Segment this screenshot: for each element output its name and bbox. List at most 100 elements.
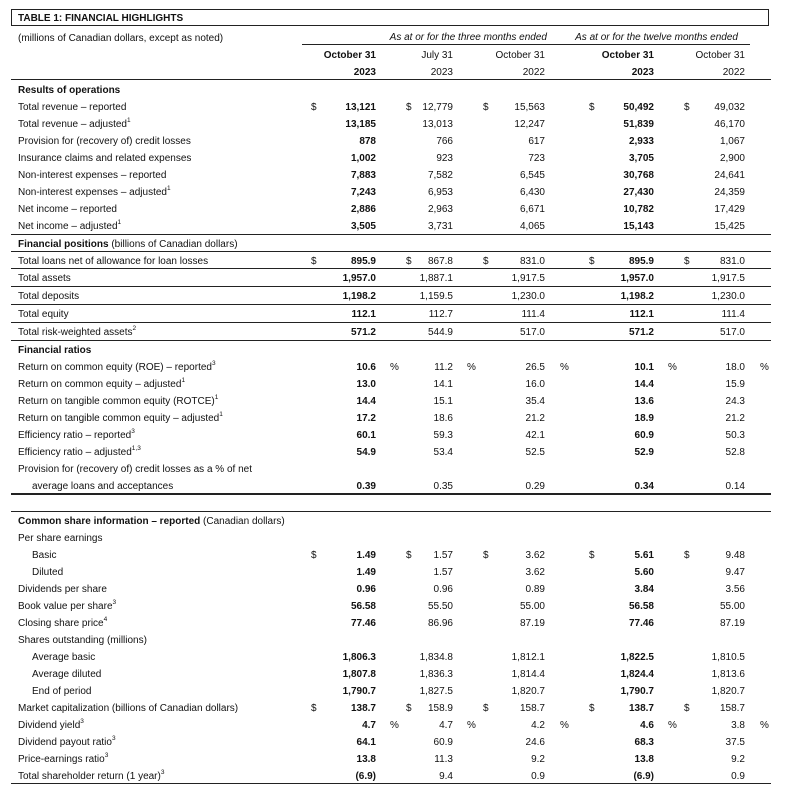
- cell-value: 42.1: [525, 430, 545, 441]
- cell-value: 1,917.5: [511, 273, 545, 284]
- row-label-text: Price-earnings ratio: [18, 754, 105, 765]
- cell-value: 2,933: [628, 136, 654, 147]
- row-label-text: Efficiency ratio – adjusted: [18, 447, 132, 458]
- table-row: Average basic 1,806.3 1,834.8 1,812.1 1,822.…: [11, 648, 771, 665]
- table-row: Net income – reported 2,886 2,963 6,671 10,7…: [11, 200, 771, 217]
- footnote-ref: 1: [166, 185, 171, 192]
- table-row: Dividends per share 0.96 0.96 0.89 3.84 3.56: [11, 580, 771, 597]
- row-label: Shares outstanding (millions): [18, 635, 147, 646]
- cell-value: 617: [528, 136, 545, 147]
- row-label: Total shareholder return (1 year)3: [18, 769, 164, 782]
- cell-value: 13,185: [345, 119, 376, 130]
- cell-value: 544.9: [427, 327, 453, 338]
- row-label-text: Total loans net of allowance for loan lo…: [18, 256, 209, 267]
- cell-value: 50.3: [725, 430, 745, 441]
- row-label-text: Per share earnings: [18, 533, 103, 544]
- currency-symbol: $: [311, 102, 317, 113]
- cell-value: 14.1: [433, 379, 453, 390]
- footnote-ref: 1: [117, 219, 122, 226]
- cell-value: 2,886: [350, 204, 376, 215]
- cell-value: 17.2: [356, 413, 376, 424]
- row-label: Average diluted: [32, 669, 101, 680]
- cell-value: 64.1: [356, 737, 376, 748]
- row-label-text: Non-interest expenses – adjusted: [18, 187, 167, 198]
- cell-value: 5.60: [634, 567, 654, 578]
- row-label-text: average loans and acceptances: [32, 481, 174, 492]
- cell-value: 867.8: [427, 256, 453, 267]
- table-row: average loans and acceptances 0.39 0.35 0.2…: [11, 477, 771, 494]
- row-label-text: Total shareholder return (1 year): [18, 771, 161, 782]
- row-label: Financial ratios: [18, 345, 91, 356]
- table-row: Provision for (recovery of) credit losse…: [11, 132, 771, 149]
- row-label-text: Diluted: [32, 567, 64, 578]
- table-row: Non-interest expenses – adjusted1 7,243 6,…: [11, 183, 771, 200]
- cell-value: 112.1: [351, 309, 376, 320]
- table-row: Dividend yield3 4.7% 4.7% 4.2% 4.6% 3.8%: [11, 716, 771, 733]
- header-rule: [11, 79, 771, 80]
- cell-value: 4.7: [362, 720, 376, 731]
- row-label-text: Total assets: [18, 273, 71, 284]
- percent-symbol: %: [760, 720, 769, 731]
- cell-value: 112.7: [428, 309, 453, 320]
- table-row: Total loans net of allowance for loan lo…: [11, 251, 771, 269]
- spacer: [11, 494, 771, 512]
- cell-value: 13,121: [345, 102, 376, 113]
- cell-value: 571.2: [350, 327, 376, 338]
- percent-symbol: %: [390, 362, 399, 373]
- currency-symbol: $: [589, 256, 595, 267]
- row-label-text: Market capitalization (billions of Canad…: [18, 703, 239, 714]
- cell-value: 54.9: [356, 447, 376, 458]
- cell-value: 13.0: [356, 379, 376, 390]
- cell-value: 111.4: [721, 309, 745, 320]
- footnote-ref: 1: [126, 117, 131, 124]
- row-label: Diluted: [32, 567, 63, 578]
- row-label: Basic: [32, 550, 56, 561]
- row-label-text: Insurance claims and related expenses: [18, 153, 192, 164]
- cell-value: 158.9: [427, 703, 453, 714]
- table-row: Net income – adjusted1 3,505 3,731 4,065 15,…: [11, 217, 771, 234]
- currency-symbol: $: [483, 703, 489, 714]
- cell-value: 16.0: [525, 379, 545, 390]
- cell-value: 6,545: [519, 170, 545, 181]
- cell-value: 1,198.2: [342, 291, 376, 302]
- cell-value: 60.9: [634, 430, 654, 441]
- currency-symbol: $: [589, 703, 595, 714]
- cell-value: 77.46: [350, 618, 376, 629]
- cell-value: 0.14: [725, 481, 745, 492]
- row-label-text: Average basic: [32, 652, 96, 663]
- currency-symbol: $: [311, 703, 317, 714]
- column-header-year: 2023: [430, 67, 453, 78]
- cell-value: 1,814.4: [511, 669, 545, 680]
- cell-value: 4,065: [519, 221, 545, 232]
- cell-value: 13.8: [356, 754, 376, 765]
- table-row: Market capitalization (billions of Canad…: [11, 699, 771, 716]
- cell-value: 1,198.2: [620, 291, 654, 302]
- footnote-ref: 1: [214, 394, 219, 401]
- cell-value: 1,807.8: [342, 669, 376, 680]
- column-header-month: October 31: [601, 50, 654, 61]
- cell-value: 1,957.0: [342, 273, 376, 284]
- percent-symbol: %: [668, 362, 677, 373]
- cell-value: 0.35: [433, 481, 453, 492]
- cell-value: 1.57: [433, 550, 453, 561]
- row-label: Provision for (recovery of) credit losse…: [18, 464, 252, 475]
- row-label-text: Dividends per share: [18, 584, 107, 595]
- table-row: Non-interest expenses – reported 7,883 7,5…: [11, 166, 771, 183]
- table-row: Insurance claims and related expenses 1,0…: [11, 149, 771, 166]
- cell-value: 10,782: [623, 204, 654, 215]
- cell-value: 21.2: [725, 413, 745, 424]
- cell-value: 7,883: [350, 170, 376, 181]
- cell-value: 1,917.5: [711, 273, 745, 284]
- cell-value: 52.9: [634, 447, 654, 458]
- column-header-month: October 31: [495, 50, 545, 61]
- cell-value: 87.19: [519, 618, 545, 629]
- table-title: TABLE 1: FINANCIAL HIGHLIGHTS: [18, 13, 184, 24]
- row-label-text: Provision for (recovery of) credit losse…: [18, 464, 252, 475]
- cell-value: 1,813.6: [711, 669, 745, 680]
- currency-symbol: $: [684, 550, 690, 561]
- cell-value: 1,810.5: [711, 652, 745, 663]
- row-label: average loans and acceptances: [32, 481, 173, 492]
- table-title-box: TABLE 1: FINANCIAL HIGHLIGHTS: [11, 9, 769, 26]
- cell-value: 3,705: [628, 153, 654, 164]
- footnote-ref: 3: [112, 599, 117, 606]
